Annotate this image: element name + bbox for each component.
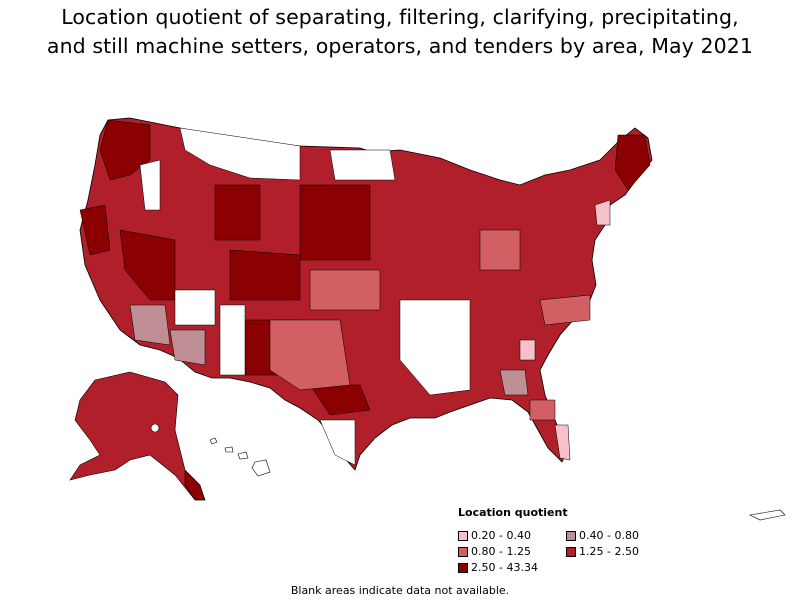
region-ohio-medium bbox=[479, 229, 521, 271]
legend-item-2-50-43-34: 2.50 - 43.34 bbox=[458, 562, 538, 574]
area-regions bbox=[79, 119, 651, 466]
region-midsouth-blank bbox=[399, 299, 471, 396]
legend-label: 0.40 - 0.80 bbox=[579, 529, 639, 542]
alaska bbox=[69, 371, 206, 501]
hawaii-island-4 bbox=[251, 459, 271, 477]
region-florida-pink bbox=[554, 424, 571, 461]
hawaii-island-1 bbox=[209, 437, 218, 445]
region-nc-medium bbox=[539, 294, 591, 326]
region-plains-dark bbox=[299, 184, 371, 261]
alaska-shape bbox=[69, 371, 206, 501]
region-california-north-dark bbox=[79, 204, 111, 256]
chart-title-line-2: and still machine setters, operators, an… bbox=[46, 34, 754, 58]
hawaii bbox=[209, 437, 271, 477]
legend-label: 0.80 - 1.25 bbox=[471, 545, 531, 558]
region-idaho-blank bbox=[139, 159, 161, 211]
legend-item-0-40-0-80: 0.40 - 0.80 bbox=[566, 530, 639, 542]
legend-swatch bbox=[566, 531, 576, 541]
region-south-texas-blank bbox=[319, 419, 356, 466]
puerto-rico bbox=[749, 509, 786, 521]
region-colorado-dark bbox=[229, 249, 301, 301]
legend-swatch bbox=[566, 547, 576, 557]
legend-swatch bbox=[458, 563, 468, 573]
region-montana-blank bbox=[179, 127, 301, 181]
legend-swatch bbox=[458, 531, 468, 541]
region-georgia-pink bbox=[519, 339, 536, 361]
region-northwest-dark bbox=[99, 119, 151, 181]
region-sw-light bbox=[169, 329, 206, 366]
region-maine-dark bbox=[614, 134, 651, 191]
legend-label: 2.50 - 43.34 bbox=[471, 561, 538, 574]
puerto-rico-shape bbox=[749, 509, 786, 521]
region-nevada-dark bbox=[119, 229, 176, 301]
alaska-panhandle-dark bbox=[184, 469, 206, 501]
region-florida-north-medium bbox=[529, 399, 556, 421]
region-texas-medium bbox=[269, 319, 351, 391]
hawaii-island-2 bbox=[224, 446, 234, 453]
footnote: Blank areas indicate data not available. bbox=[290, 584, 510, 597]
region-kansas-medium bbox=[309, 269, 381, 311]
region-alabama-light bbox=[499, 369, 529, 396]
hawaii-island-3 bbox=[237, 451, 249, 460]
alaska-island-blank bbox=[150, 423, 160, 433]
chart-title-line-1: Location quotient of separating, filteri… bbox=[61, 5, 739, 29]
legend-swatch bbox=[458, 547, 468, 557]
region-arizona-light bbox=[129, 304, 171, 346]
region-northeast-pink bbox=[594, 199, 611, 226]
legend-label: 0.20 - 0.40 bbox=[471, 529, 531, 542]
legend-item-0-80-1-25: 0.80 - 1.25 bbox=[458, 546, 531, 558]
region-minnesota-blank bbox=[329, 149, 396, 181]
legend-item-0-20-0-40: 0.20 - 0.40 bbox=[458, 530, 531, 542]
legend-item-1-25-2-50: 1.25 - 2.50 bbox=[566, 546, 639, 558]
region-wyoming-dark bbox=[214, 184, 261, 241]
region-az-blank bbox=[174, 289, 216, 326]
legend-label: 1.25 - 2.50 bbox=[579, 545, 639, 558]
region-nm-blank bbox=[219, 304, 246, 376]
legend-title: Location quotient bbox=[458, 506, 568, 519]
